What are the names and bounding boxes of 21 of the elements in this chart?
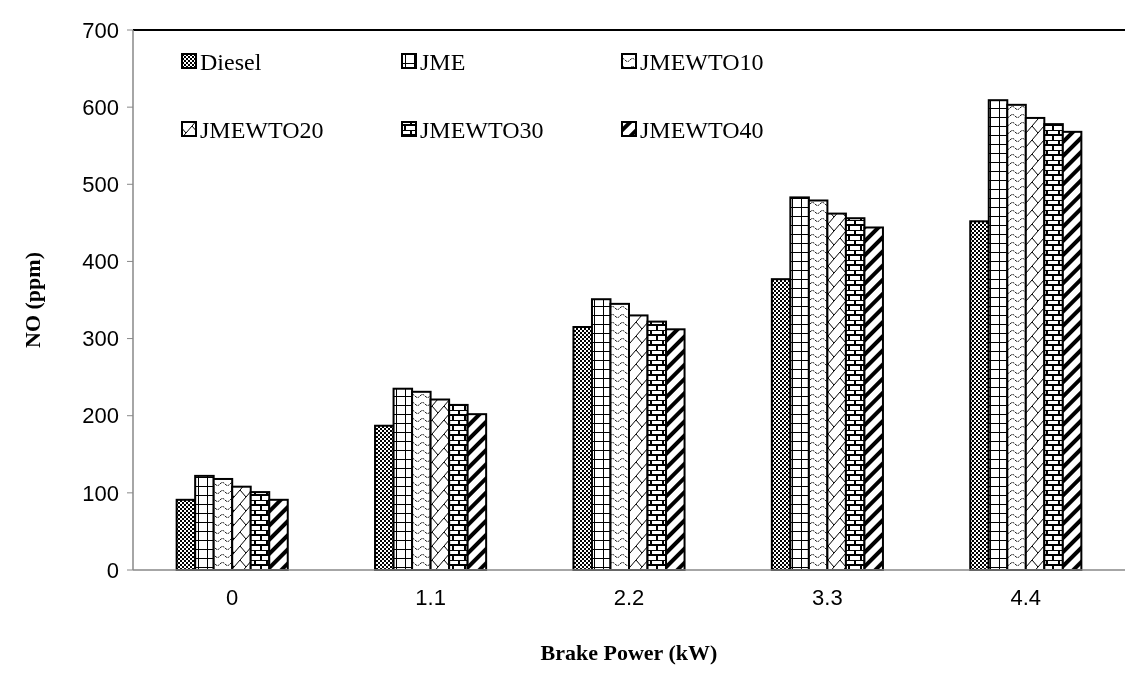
legend-label: Diesel (200, 49, 262, 76)
y-tick-label: 500 (82, 171, 119, 197)
x-tick-label: 2.2 (613, 585, 645, 610)
x-tick-label: 0 (226, 585, 239, 610)
legend-label: JME (420, 49, 466, 76)
x-axis-title: Brake Power (kW) (540, 640, 718, 665)
legend-label: JMEWTO30 (420, 117, 544, 144)
y-tick-label: 300 (82, 326, 119, 352)
x-tick-label: 4.4 (1010, 585, 1042, 610)
y-axis-title: NO (ppm) (20, 252, 45, 348)
legend-label: JMEWTO40 (640, 117, 764, 144)
y-tick-label: 400 (82, 249, 119, 275)
legend-label: JMEWTO20 (200, 117, 324, 144)
legend-label: JMEWTO10 (640, 49, 764, 76)
y-tick-label: 100 (82, 480, 119, 506)
y-tick-label: 700 (82, 17, 119, 43)
x-tick-label: 1.1 (415, 585, 446, 610)
y-tick-label: 0 (106, 557, 119, 583)
y-tick-label: 600 (82, 94, 119, 120)
x-tick-label: 3.3 (812, 585, 843, 610)
y-tick-label: 200 (82, 403, 119, 429)
